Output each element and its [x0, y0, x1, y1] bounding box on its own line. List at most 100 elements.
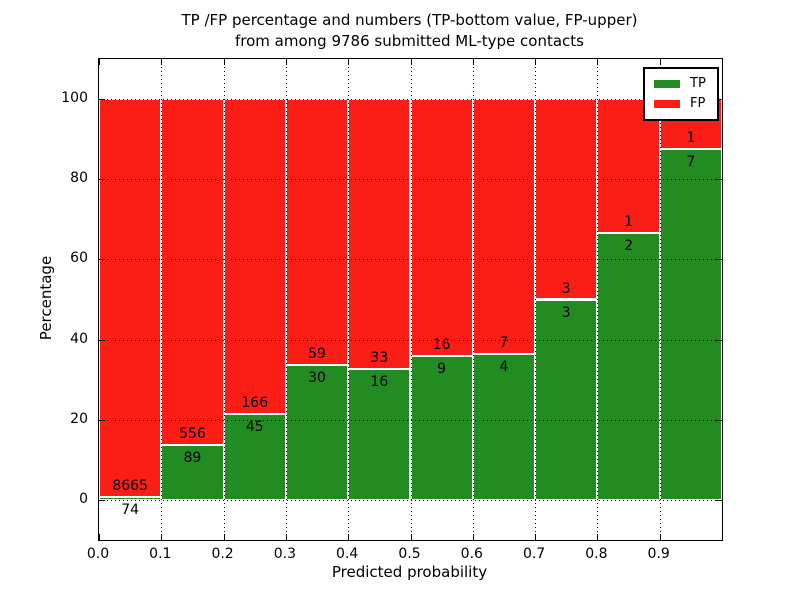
bar-fp-segment — [161, 99, 224, 445]
x-tick-label: 0.7 — [522, 546, 546, 562]
bar-label-fp: 556 — [179, 425, 206, 442]
bar-fp-segment — [223, 99, 286, 415]
y-tick-mark — [99, 259, 105, 261]
v-gridline — [597, 59, 599, 540]
x-tick-mark — [535, 534, 537, 540]
bar-label-fp: 7 — [499, 335, 509, 352]
bar-tp-segment — [659, 149, 722, 500]
x-tick-label: 0.2 — [211, 546, 234, 562]
bar-tp-segment — [597, 232, 660, 500]
x-tick-mark-top — [161, 59, 163, 65]
y-tick-mark — [99, 179, 105, 181]
bar-tp-segment — [285, 364, 349, 500]
bar-fp-segment — [285, 99, 349, 365]
x-tick-mark-top — [285, 59, 287, 65]
bar-label-tp: 45 — [245, 419, 264, 436]
x-tick-mark-top — [472, 59, 474, 65]
bar-tp-segment — [348, 369, 411, 500]
x-tick-mark — [348, 534, 350, 540]
x-tick-mark-top — [223, 59, 225, 65]
bar-label-tp: 7 — [686, 154, 696, 171]
y-tick-mark-right — [716, 99, 722, 101]
bar-tp-segment — [161, 444, 224, 500]
v-gridline — [161, 59, 163, 540]
y-tick-label: 0 — [79, 490, 88, 507]
y-tick-mark — [99, 419, 105, 421]
y-tick-mark — [99, 499, 105, 501]
v-gridline — [472, 59, 474, 540]
y-tick-label: 40 — [70, 330, 88, 347]
bar-label-fp: 1 — [624, 213, 634, 230]
x-tick-mark-top — [348, 59, 350, 65]
bar-label-tp: 2 — [624, 237, 634, 254]
v-gridline — [659, 59, 661, 540]
y-tick-mark-right — [716, 259, 722, 261]
x-tick-label: 0.8 — [585, 546, 608, 562]
y-tick-label: 60 — [70, 250, 88, 267]
x-tick-label: 0.1 — [149, 546, 172, 562]
bar-label-fp: 16 — [432, 336, 451, 353]
bar-label-fp: 3 — [561, 280, 571, 297]
y-tick-label: 80 — [70, 170, 88, 187]
bar-fp-segment — [472, 99, 536, 355]
legend-label-tp: TP — [690, 76, 706, 91]
plot-area: TP FP 8665 74 556 89 166 45 59 30 33 16 16 9 7 4 3 3 1 2 1… — [98, 58, 723, 541]
y-tick-mark-right — [716, 419, 722, 421]
bar-label-tp: 30 — [308, 369, 326, 386]
bar-tp-segment — [535, 299, 598, 500]
v-gridline — [410, 59, 412, 540]
bar-label-tp: 89 — [183, 449, 202, 466]
legend: TP FP — [643, 67, 719, 121]
x-tick-mark-top — [99, 59, 100, 65]
v-gridline — [535, 59, 537, 540]
y-axis-label: Percentage — [37, 255, 55, 341]
x-axis-label: Predicted probability — [331, 563, 488, 581]
chart-title-line2: from among 9786 submitted ML-type contac… — [235, 32, 584, 50]
x-tick-label: 0.0 — [86, 546, 110, 562]
legend-label-fp: FP — [690, 96, 706, 111]
x-tick-label: 0.9 — [647, 546, 670, 562]
v-gridline — [223, 59, 225, 540]
bar-fp-segment — [597, 99, 660, 233]
x-tick-mark — [99, 534, 100, 540]
bar-fp-segment — [410, 99, 473, 356]
x-tick-mark — [161, 534, 163, 540]
bar-label-fp: 33 — [370, 350, 389, 367]
x-tick-mark — [472, 534, 474, 540]
bar-label-tp: 9 — [437, 360, 447, 377]
bar-label-fp: 8665 — [112, 477, 148, 494]
bar-label-tp: 4 — [499, 359, 509, 376]
x-tick-mark-top — [659, 59, 661, 65]
y-tick-mark-right — [716, 499, 722, 501]
bar-tp-segment — [472, 354, 536, 500]
x-tick-label: 0.6 — [460, 546, 483, 562]
y-tick-mark — [99, 99, 105, 101]
x-tick-label: 0.3 — [273, 546, 297, 562]
legend-swatch-fp-icon — [654, 100, 680, 108]
x-tick-mark — [659, 534, 661, 540]
x-tick-label: 0.5 — [398, 546, 421, 562]
x-tick-mark-top — [535, 59, 537, 65]
bar-label-fp: 1 — [686, 130, 696, 147]
legend-row-fp: FP — [654, 94, 709, 114]
bar-label-fp: 59 — [308, 345, 326, 362]
x-tick-mark-top — [597, 59, 599, 65]
bar-label-tp: 3 — [561, 304, 571, 321]
y-tick-mark — [99, 339, 105, 341]
x-tick-mark-top — [410, 59, 412, 65]
x-tick-mark — [597, 534, 599, 540]
x-tick-mark — [410, 534, 412, 540]
y-tick-mark-right — [716, 179, 722, 181]
x-tick-label: 0.4 — [336, 546, 359, 562]
chart-title-line1: TP /FP percentage and numbers (TP-bottom… — [181, 11, 638, 29]
bar-fp-segment — [348, 99, 411, 370]
x-tick-mark — [223, 534, 225, 540]
x-tick-mark — [285, 534, 287, 540]
bar-label-tp: 74 — [121, 501, 140, 518]
legend-swatch-tp-icon — [654, 80, 680, 88]
bar-fp-segment — [535, 99, 598, 300]
bar-fp-segment — [99, 99, 162, 497]
y-tick-label: 100 — [61, 90, 88, 107]
v-gridline — [285, 59, 287, 540]
bar-tp-segment — [99, 496, 162, 500]
